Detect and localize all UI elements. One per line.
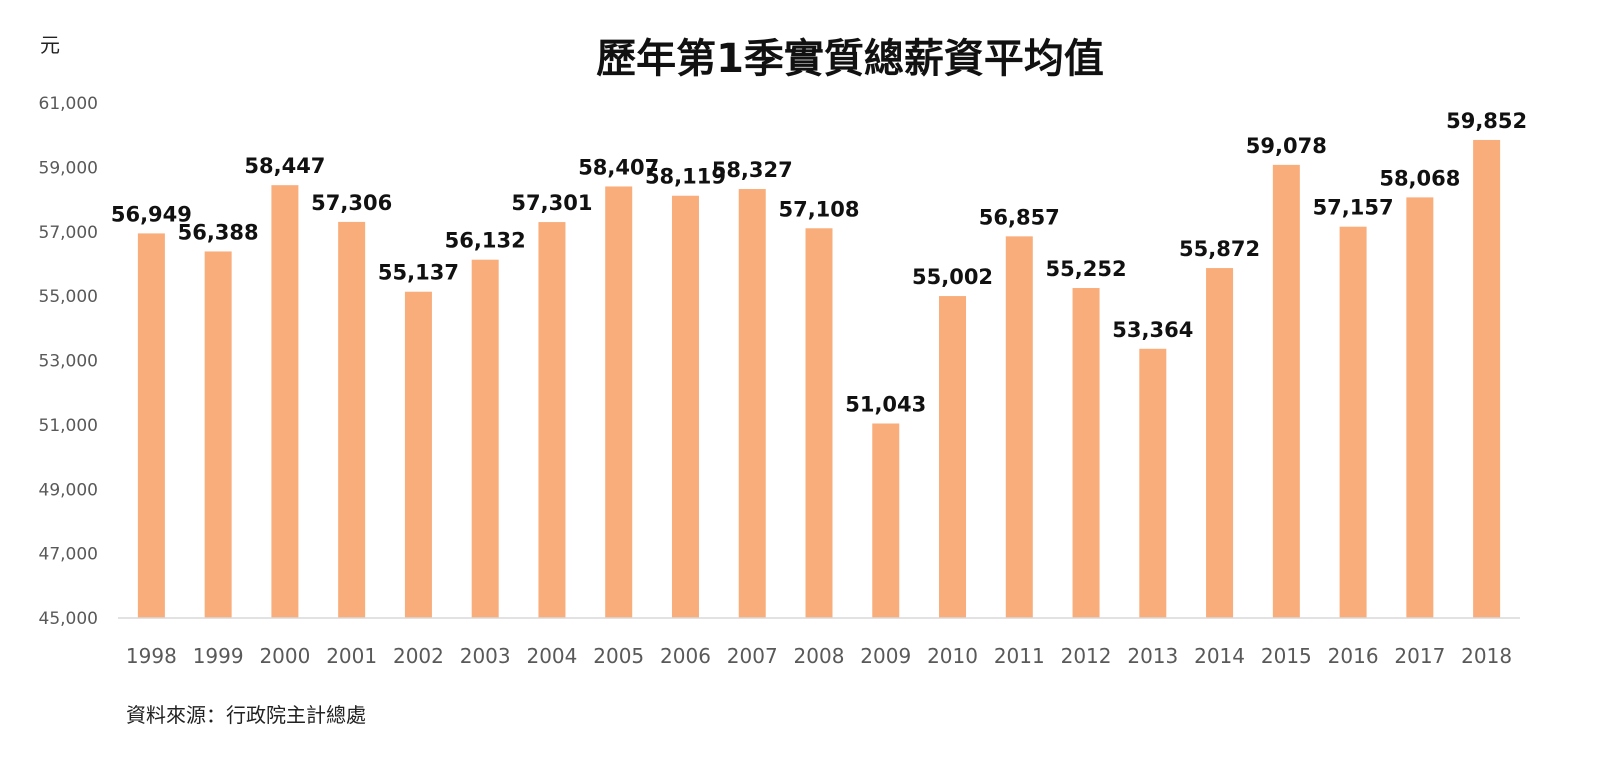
x-tick-label: 2005 bbox=[593, 644, 644, 668]
data-label: 58,068 bbox=[1379, 166, 1460, 190]
data-label: 57,301 bbox=[511, 191, 592, 215]
data-label: 59,852 bbox=[1446, 109, 1527, 133]
x-tick-label: 2002 bbox=[393, 644, 444, 668]
data-label: 58,447 bbox=[244, 154, 325, 178]
bar bbox=[1272, 164, 1300, 618]
data-label: 56,388 bbox=[178, 220, 259, 244]
x-tick-label: 2003 bbox=[460, 644, 511, 668]
data-label: 55,872 bbox=[1179, 237, 1260, 261]
y-tick-label: 57,000 bbox=[39, 223, 98, 243]
data-label: 55,137 bbox=[378, 261, 459, 285]
bar bbox=[671, 195, 699, 619]
x-tick-label: 2008 bbox=[794, 644, 845, 668]
x-tick-label: 1999 bbox=[193, 644, 244, 668]
x-tick-label: 2006 bbox=[660, 644, 711, 668]
bar bbox=[338, 221, 366, 618]
x-tick-label: 2011 bbox=[994, 644, 1045, 668]
data-label: 56,949 bbox=[111, 202, 192, 226]
data-label: 58,327 bbox=[712, 158, 793, 182]
x-tick-label: 2016 bbox=[1328, 644, 1379, 668]
x-tick-label: 1998 bbox=[126, 644, 177, 668]
x-tick-label: 2013 bbox=[1127, 644, 1178, 668]
x-tick-label: 2012 bbox=[1061, 644, 1112, 668]
y-tick-label: 55,000 bbox=[39, 287, 98, 307]
x-tick-label: 2007 bbox=[727, 644, 778, 668]
bar bbox=[1406, 197, 1434, 618]
bar bbox=[137, 233, 165, 619]
bar bbox=[1473, 139, 1501, 619]
bar bbox=[605, 186, 633, 618]
data-label: 53,364 bbox=[1112, 318, 1193, 342]
x-tick-label: 2017 bbox=[1394, 644, 1445, 668]
data-label: 57,108 bbox=[778, 197, 859, 221]
x-axis: 1998 1999 2000 2001 2002 2003 2004 2005 2006 2007… bbox=[126, 644, 1512, 668]
chart-title: 歷年第1季實質總薪資平均值 bbox=[596, 36, 1104, 82]
x-tick-label: 2010 bbox=[927, 644, 978, 668]
y-tick-label: 47,000 bbox=[39, 545, 98, 565]
data-label: 57,157 bbox=[1313, 196, 1394, 220]
x-tick-label: 2001 bbox=[326, 644, 377, 668]
bar bbox=[872, 423, 900, 618]
data-label: 55,002 bbox=[912, 265, 993, 289]
data-label: 56,132 bbox=[445, 229, 526, 253]
bar bbox=[1339, 226, 1367, 618]
y-tick-label: 61,000 bbox=[39, 94, 98, 114]
bar bbox=[1139, 348, 1167, 618]
bar bbox=[1072, 288, 1100, 618]
bar bbox=[404, 291, 432, 618]
bar bbox=[1206, 268, 1234, 618]
bar bbox=[471, 259, 499, 618]
y-tick-label: 59,000 bbox=[39, 158, 98, 178]
x-tick-label: 2009 bbox=[860, 644, 911, 668]
x-tick-label: 2014 bbox=[1194, 644, 1245, 668]
y-tick-label: 49,000 bbox=[39, 480, 98, 500]
y-tick-label: 51,000 bbox=[39, 416, 98, 436]
bar bbox=[1005, 236, 1033, 618]
y-axis: 45,000 47,000 49,000 51,000 53,000 55,000 57,0… bbox=[39, 94, 98, 629]
data-label: 56,857 bbox=[979, 205, 1060, 229]
data-label: 58,407 bbox=[578, 155, 659, 179]
bars bbox=[137, 139, 1501, 619]
data-label: 59,078 bbox=[1246, 134, 1327, 158]
x-tick-label: 2000 bbox=[259, 644, 310, 668]
bar bbox=[805, 228, 833, 618]
y-tick-label: 53,000 bbox=[39, 352, 98, 372]
bar bbox=[538, 222, 566, 618]
y-axis-unit-label: 元 bbox=[40, 33, 60, 57]
data-label: 57,306 bbox=[311, 191, 392, 215]
data-label: 55,252 bbox=[1046, 257, 1127, 281]
y-tick-label: 45,000 bbox=[39, 609, 98, 629]
x-tick-label: 2015 bbox=[1261, 644, 1312, 668]
bar bbox=[271, 185, 299, 618]
data-label: 51,043 bbox=[845, 392, 926, 416]
bar bbox=[738, 189, 766, 619]
source-note: 資料來源：行政院主計總處 bbox=[126, 703, 366, 727]
bar bbox=[204, 251, 232, 619]
bar bbox=[939, 296, 967, 618]
x-tick-label: 2018 bbox=[1461, 644, 1512, 668]
data-label: 58,119 bbox=[645, 165, 726, 189]
x-tick-label: 2004 bbox=[526, 644, 577, 668]
